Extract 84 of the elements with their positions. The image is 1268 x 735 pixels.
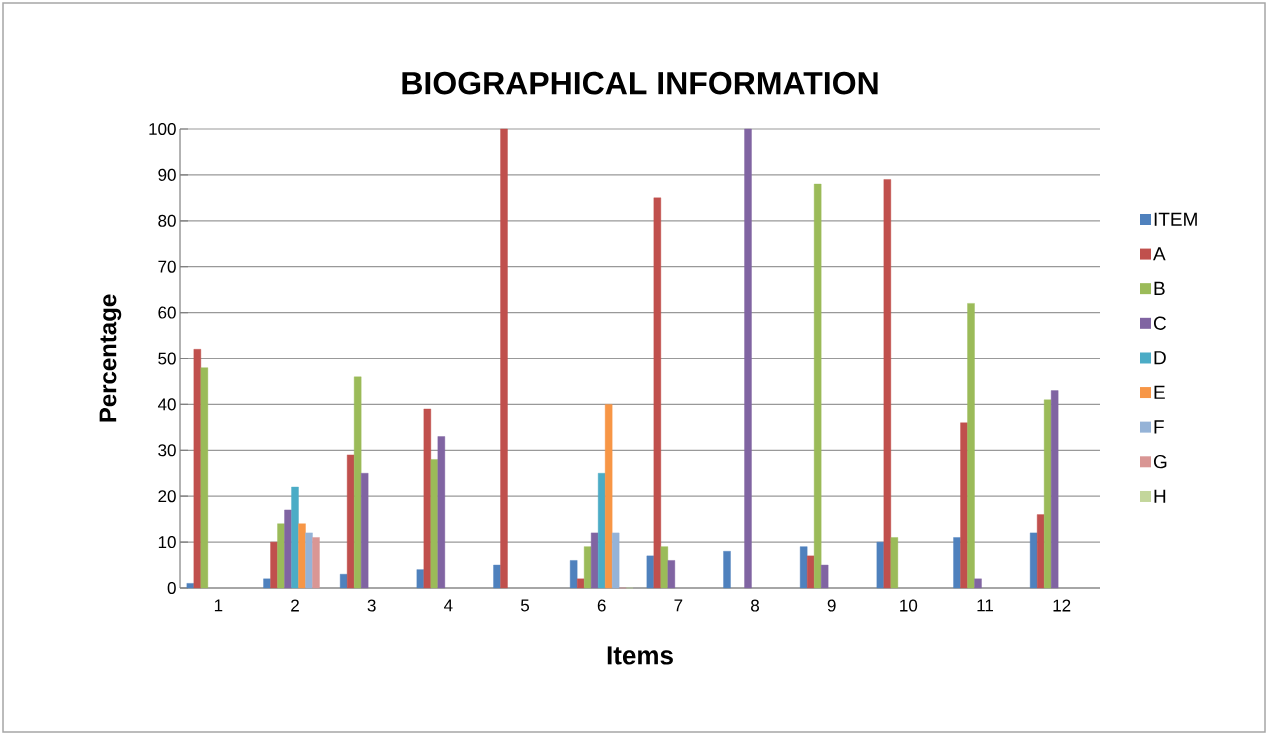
x-tick-label: 8 [751, 599, 759, 612]
y-tick-label: 10 [158, 536, 176, 549]
y-tick-label: 50 [158, 352, 176, 365]
bar [806, 555, 815, 589]
chart-title: BIOGRAPHICAL INFORMATION [402, 71, 878, 95]
legend-label: C [1153, 316, 1166, 330]
bar [604, 404, 613, 589]
bar [653, 197, 662, 589]
bar [960, 422, 968, 589]
bar [500, 128, 508, 589]
bar [353, 376, 362, 589]
bar [1050, 390, 1059, 589]
bar [416, 569, 425, 589]
bar [360, 473, 369, 589]
bar [646, 555, 655, 589]
bar [430, 459, 439, 589]
bar [346, 454, 355, 589]
bar [611, 532, 620, 589]
y-tick-label: 20 [158, 490, 176, 503]
x-tick-label: 6 [597, 599, 606, 612]
bar [820, 564, 829, 589]
x-tick-label: 2 [291, 599, 299, 612]
bar [744, 128, 752, 589]
x-tick-label: 9 [827, 599, 836, 612]
bar [967, 303, 975, 589]
bar [339, 574, 348, 589]
bar [284, 509, 292, 589]
x-tick-label: 11 [977, 599, 993, 612]
x-tick-label: 10 [900, 599, 918, 612]
bar [423, 408, 432, 589]
bar [723, 551, 731, 589]
bar [660, 546, 669, 589]
bar [576, 578, 585, 589]
bar [569, 560, 578, 589]
bar [200, 367, 209, 589]
x-tick-label: 3 [367, 599, 376, 612]
legend-label: ITEM [1154, 212, 1197, 226]
legend-label: A [1153, 247, 1166, 261]
bar [312, 537, 320, 589]
bar [1036, 514, 1045, 589]
y-tick-label: 30 [158, 444, 176, 457]
x-tick-label: 5 [520, 599, 530, 612]
bar [667, 560, 676, 589]
y-tick-label: 0 [167, 581, 176, 595]
y-tick-label: 100 [149, 122, 176, 136]
x-tick-label: 4 [444, 599, 453, 612]
x-tick-label: 1 [214, 599, 223, 612]
bar [291, 486, 299, 589]
y-tick-label: 40 [157, 398, 176, 411]
bar [974, 578, 982, 589]
bar [583, 546, 592, 589]
y-axis-title: Percentage [99, 294, 122, 422]
bar [305, 532, 313, 589]
bar [1029, 532, 1038, 589]
bar [890, 537, 899, 589]
bar [590, 532, 599, 589]
bar [799, 546, 808, 589]
x-tick-label: 7 [674, 599, 683, 612]
bar [1043, 399, 1052, 589]
bar [186, 583, 195, 589]
bar [493, 564, 501, 589]
legend-label: G [1153, 454, 1167, 469]
x-tick-label: 12 [1053, 599, 1071, 612]
y-tick-label: 90 [158, 168, 176, 181]
y-tick-label: 70 [158, 260, 176, 273]
legend-label: F [1154, 420, 1164, 434]
bar [193, 349, 202, 589]
legend-label: D [1154, 351, 1166, 365]
bar [883, 179, 892, 589]
bar [876, 541, 885, 589]
legend-label: E [1154, 385, 1165, 399]
legend-label: H [1154, 489, 1166, 503]
bar [270, 541, 278, 589]
y-tick-label: 60 [158, 306, 176, 319]
bar [298, 523, 306, 589]
bar [813, 183, 822, 589]
bar [437, 436, 446, 589]
legend-label: B [1154, 281, 1165, 295]
bar [953, 537, 961, 589]
bar [263, 578, 271, 589]
y-tick-label: 80 [158, 214, 176, 227]
bar [277, 523, 285, 589]
x-axis-title: Items [607, 646, 673, 665]
bar [597, 473, 606, 589]
